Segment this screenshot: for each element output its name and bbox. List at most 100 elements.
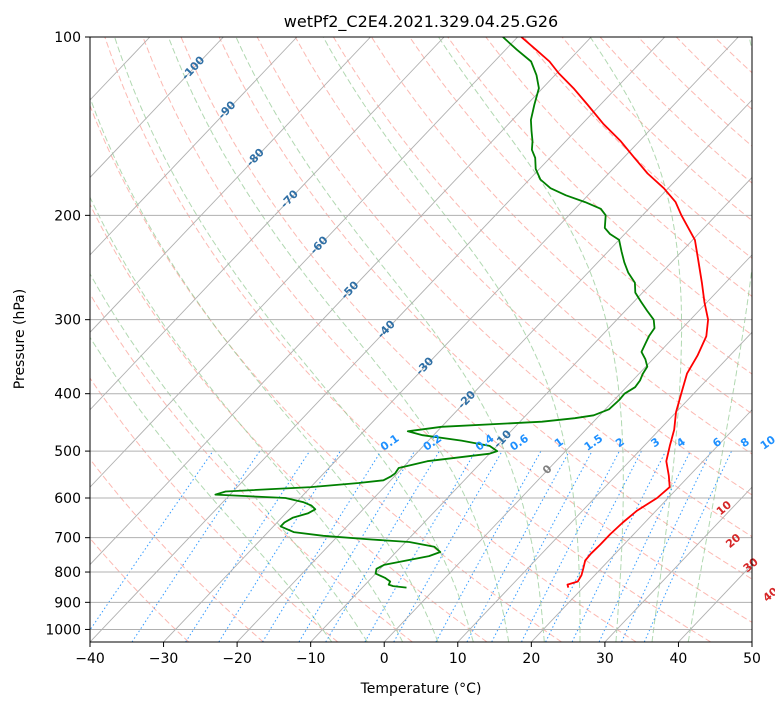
- dry-adiabat: [753, 37, 775, 642]
- x-tick-label: 50: [743, 651, 761, 667]
- moist-adiabat: [114, 37, 474, 642]
- dry-adiabat: [218, 37, 752, 580]
- mixing-ratio-line: [621, 450, 712, 642]
- y-tick-label: 900: [54, 595, 81, 611]
- mixing-ratio-label: 0.1: [378, 432, 401, 454]
- dry-adiabat: [90, 458, 264, 642]
- mixing-ratio-line: [643, 450, 733, 642]
- series-layer: [214, 37, 709, 589]
- temperature-profile: [520, 37, 709, 588]
- mixing-ratio-label: 1.5: [582, 432, 605, 454]
- moist-adiabat: [90, 96, 439, 642]
- x-tick-label: 20: [522, 651, 540, 667]
- isotherm-line: [90, 37, 592, 566]
- x-tick-label: −40: [75, 651, 105, 667]
- isotherm-line: [90, 37, 298, 256]
- dry-adiabat: [90, 203, 488, 642]
- isotherm-line: [236, 99, 752, 642]
- y-tick-label: 700: [54, 531, 81, 547]
- mixing-ratio-line: [571, 450, 667, 642]
- x-axis-label: Temperature (°C): [360, 681, 482, 697]
- dry-adiabat: [90, 537, 190, 642]
- grid-layer: [0, 37, 775, 642]
- isotherm-line: [90, 37, 224, 179]
- isotherm-line: [90, 37, 518, 488]
- mixing-ratio-label: 3: [648, 435, 662, 450]
- moist-adiabat: [90, 336, 333, 642]
- moist-adiabat-label: 20: [723, 531, 743, 551]
- dewpoint-profile: [214, 37, 656, 589]
- x-tick-label: 30: [596, 651, 614, 667]
- mixing-ratio-line: [545, 450, 642, 642]
- dry-adiabat: [332, 37, 752, 455]
- isotherm-line: [604, 486, 752, 642]
- moist-adiabat-label: 40: [760, 585, 775, 605]
- mixing-ratio-line: [90, 450, 214, 631]
- dry-adiabat: [104, 37, 637, 642]
- dry-adiabat: [90, 104, 562, 642]
- dry-adiabat: [142, 37, 712, 642]
- mixing-ratio-line: [218, 450, 341, 642]
- mixing-ratio-label: 10: [758, 433, 775, 453]
- annotation-layer: -100-90-80-70-60-50-40-30-20-1000.1 0.2 0.…: [179, 53, 775, 604]
- dry-adiabat: [90, 292, 413, 642]
- mixing-ratio-line: [598, 450, 691, 642]
- dry-adiabat: [256, 37, 752, 538]
- dry-adiabat: [637, 37, 752, 147]
- isotherm-line: [90, 37, 445, 411]
- x-axis: −40 −30 −20 −10 0 10 20 30 40 50: [75, 642, 761, 667]
- isotherm-line: [751, 641, 752, 642]
- dry-adiabat: [599, 37, 752, 184]
- x-tick-label: −30: [149, 651, 179, 667]
- mixing-ratio-label: 6: [710, 435, 724, 450]
- y-tick-label: 400: [54, 387, 81, 403]
- isotherm-line: [90, 37, 371, 333]
- y-axis-label: Pressure (hPa): [12, 289, 28, 389]
- mixing-ratio-label: 1: [552, 435, 566, 450]
- isotherm-line: [383, 254, 752, 642]
- isotherm-line: [163, 37, 739, 642]
- moist-adiabat: [167, 37, 510, 642]
- isotherm-line: [90, 37, 666, 642]
- mixing-ratio-label: 4: [674, 435, 688, 450]
- y-axis: 100 200 300 400 500 600 700 800 900 1000: [45, 30, 90, 638]
- mixing-ratio-line: [466, 450, 570, 642]
- dry-adiabat: [409, 37, 752, 375]
- x-tick-label: 40: [670, 651, 688, 667]
- dry-adiabat: [447, 37, 752, 336]
- x-tick-label: 0: [380, 651, 389, 667]
- mixing-ratio-line: [435, 450, 542, 642]
- y-tick-label: 100: [54, 30, 81, 46]
- isotherm-line: [531, 409, 752, 642]
- moist-adiabat: [687, 37, 752, 642]
- moist-adiabat: [90, 196, 404, 642]
- moist-adiabat: [322, 37, 581, 642]
- dry-adiabat: [180, 37, 752, 623]
- y-tick-label: 200: [54, 208, 81, 224]
- moist-adiabat-label: 10: [714, 498, 734, 518]
- moist-adiabat: [90, 272, 368, 642]
- isotherm-line: [0, 37, 3, 642]
- dry-adiabat: [294, 37, 752, 496]
- mixing-ratio-label: 8: [738, 435, 752, 450]
- y-tick-label: 500: [54, 444, 81, 460]
- chart-title: wetPf2_C2E4.2021.329.04.25.G26: [284, 12, 558, 32]
- y-tick-label: 300: [54, 313, 81, 329]
- y-tick-label: 1000: [45, 622, 81, 638]
- dry-adiabat: [523, 37, 752, 259]
- plot-frame: [89, 36, 753, 643]
- moist-adiabat: [589, 37, 683, 642]
- x-tick-label: −20: [222, 651, 252, 667]
- y-tick-label: 800: [54, 565, 81, 581]
- mixing-ratio-line: [185, 450, 311, 642]
- moist-adiabat: [235, 37, 545, 642]
- mixing-ratio-line: [298, 450, 416, 642]
- x-tick-label: −10: [296, 651, 326, 667]
- mixing-ratio-line: [393, 450, 503, 642]
- x-tick-label: 10: [449, 651, 467, 667]
- mixing-ratio-label: 2: [613, 435, 627, 450]
- y-tick-label: 600: [54, 491, 81, 507]
- isotherm-line: [457, 331, 752, 642]
- isotherm-line: [678, 563, 752, 642]
